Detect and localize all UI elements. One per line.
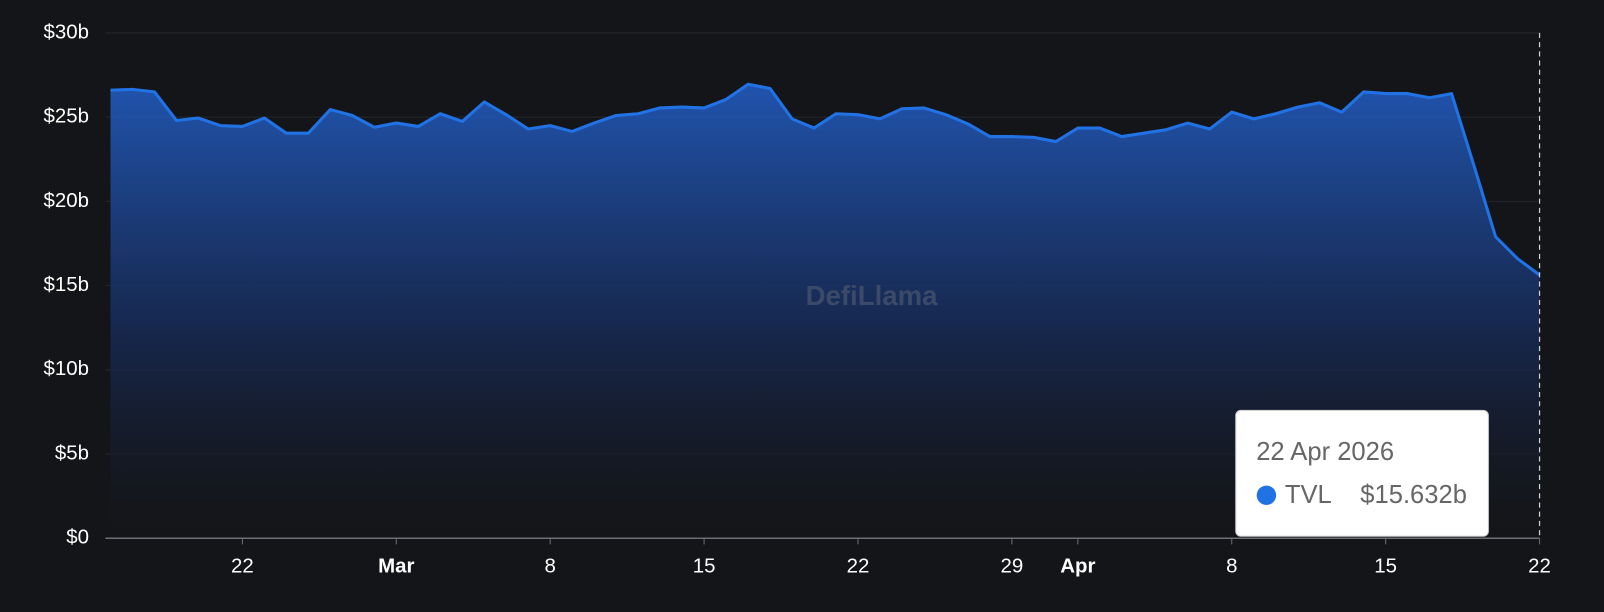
y-tick-label: $15b	[44, 273, 89, 296]
y-tick-label: $25b	[44, 105, 89, 128]
x-tick-label: 22	[231, 554, 254, 577]
tooltip-series: TVL	[1285, 481, 1332, 509]
y-tick-label: $0	[66, 526, 89, 549]
x-tick-label: 15	[693, 554, 716, 577]
x-tick-label: 29	[1001, 554, 1024, 577]
area	[110, 84, 1540, 539]
y-tick-label: $30b	[44, 20, 89, 43]
x-tick-label: 8	[545, 554, 556, 577]
tooltip-value: $15.632b	[1360, 481, 1467, 509]
x-tick-label: 22	[847, 554, 870, 577]
tooltip-marker	[1256, 485, 1277, 506]
x-tick-label: Mar	[378, 554, 414, 577]
x-tick-label: Apr	[1060, 554, 1095, 577]
x-tick-label: 8	[1226, 554, 1237, 577]
tooltip-box	[1235, 409, 1489, 537]
tooltip-title: 22 Apr 2026	[1256, 438, 1394, 466]
y-tick-label: $10b	[44, 357, 89, 380]
line	[110, 82, 1541, 277]
x-tick-label: 22	[1528, 554, 1551, 577]
x-tick-label: 15	[1374, 554, 1397, 577]
watermark: DefiLlama	[806, 280, 939, 311]
y-tick-label: $20b	[44, 189, 89, 212]
y-tick-label: $5b	[55, 441, 89, 464]
